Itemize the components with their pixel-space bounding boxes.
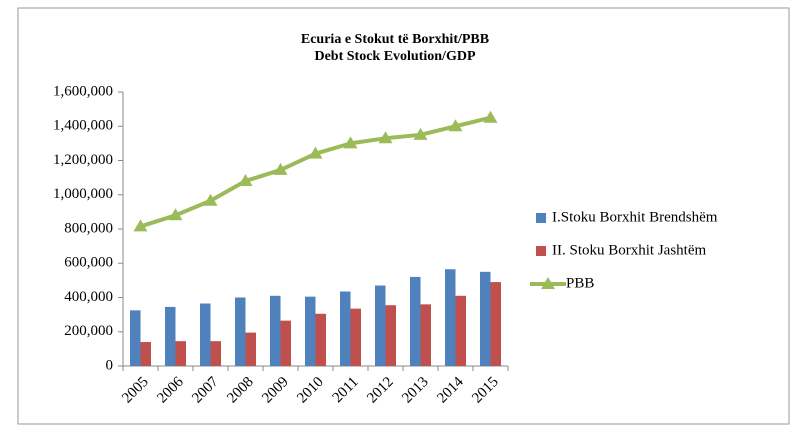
chart-subtitle: Debt Stock Evolution/GDP (314, 49, 475, 64)
y-tick-label: 400,000 (64, 289, 113, 305)
bar (210, 341, 221, 366)
bar (200, 303, 211, 366)
line-marker (238, 174, 253, 187)
bar (480, 271, 491, 366)
legend-label: PBB (566, 275, 594, 291)
bar (350, 308, 361, 366)
line-marker (378, 131, 393, 144)
line-marker (168, 208, 183, 221)
bar (130, 310, 141, 366)
bar (445, 269, 456, 366)
bar (235, 297, 246, 366)
line-marker (308, 146, 323, 159)
line-marker (448, 119, 463, 132)
y-tick-label: 200,000 (64, 323, 113, 339)
y-tick-label: 1,000,000 (53, 186, 113, 202)
line-marker (413, 127, 428, 140)
bar (340, 291, 351, 366)
y-tick-label: 0 (106, 357, 114, 373)
bar (305, 296, 316, 366)
bar (420, 304, 431, 366)
legend-label: II. Stoku Borxhit Jashtëm (552, 242, 706, 258)
legend-swatch (541, 277, 555, 289)
y-tick-label: 1,200,000 (53, 152, 113, 168)
bar (140, 342, 151, 366)
bar (385, 305, 396, 366)
bar (410, 276, 421, 366)
bar (245, 332, 256, 366)
bar (490, 282, 501, 366)
bar (455, 295, 466, 366)
line-marker (133, 219, 148, 232)
bar (165, 306, 176, 366)
line-marker (483, 110, 498, 123)
bar (280, 320, 291, 366)
y-tick-label: 1,600,000 (53, 83, 113, 99)
legend-swatch (536, 246, 546, 256)
bar (375, 285, 386, 366)
y-tick-label: 800,000 (64, 220, 113, 236)
line-marker (273, 162, 288, 175)
line-marker (203, 193, 218, 206)
legend-swatch (536, 213, 546, 223)
y-tick-label: 1,400,000 (53, 118, 113, 134)
line-marker (343, 136, 358, 149)
y-tick-label: 600,000 (64, 255, 113, 271)
bar (315, 313, 326, 366)
bar (270, 295, 281, 366)
bar (175, 341, 186, 366)
legend-label: I.Stoku Borxhit Brendshëm (552, 209, 718, 225)
chart-title: Ecuria e Stokut të Borxhit/PBB (301, 32, 489, 47)
